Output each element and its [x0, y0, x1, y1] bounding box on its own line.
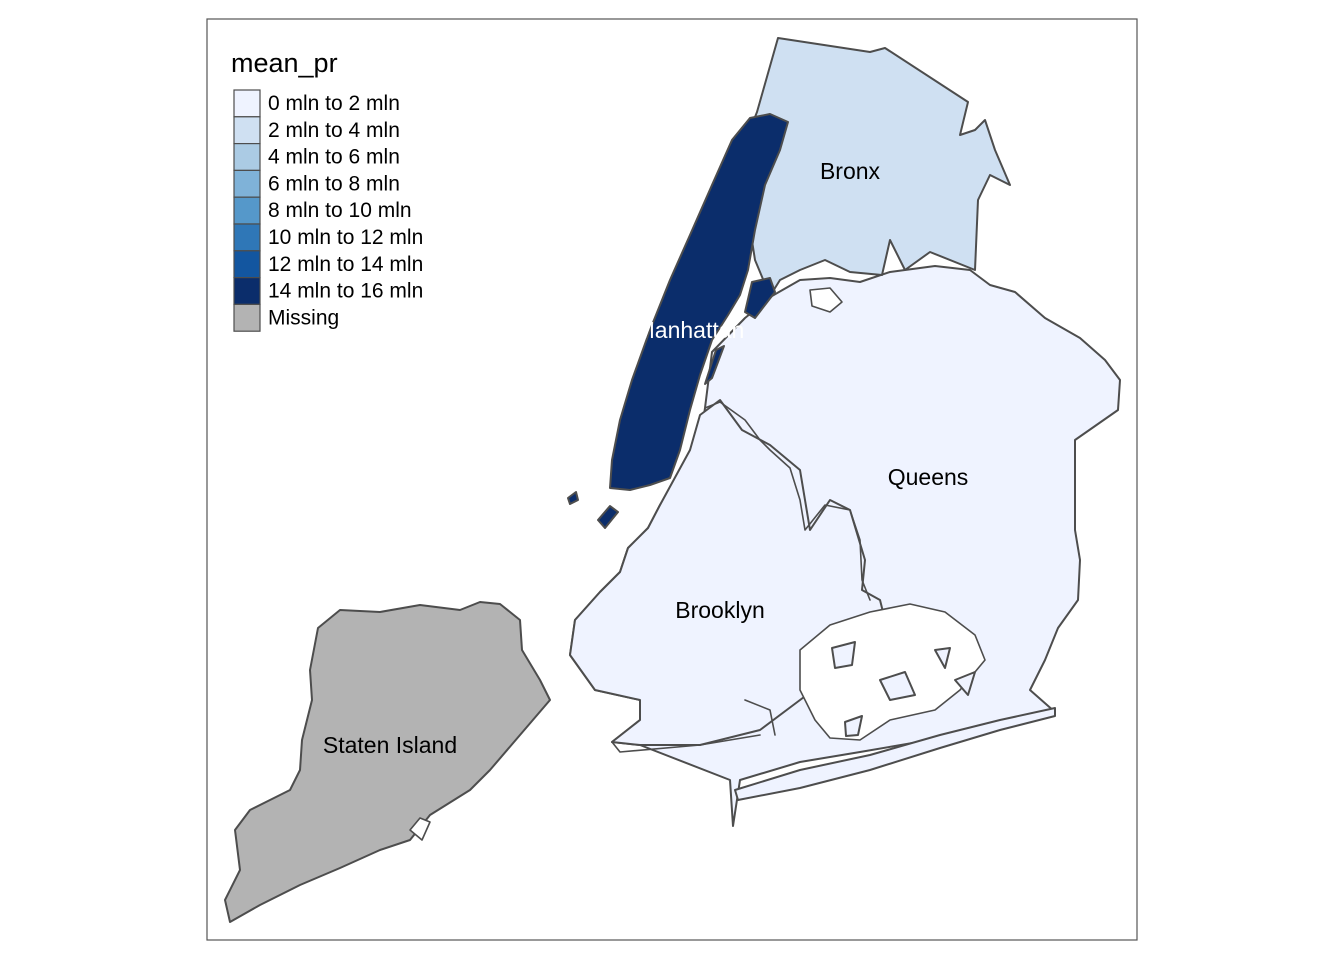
ellis-island [567, 491, 579, 505]
label-staten-island: Staten Island [323, 732, 457, 758]
label-manhattan: Manhattan [636, 317, 745, 343]
map-frame [206, 18, 1138, 941]
legend-swatch [233, 250, 261, 279]
bay-island [934, 647, 951, 669]
legend-swatch [233, 89, 261, 118]
governors-island [597, 505, 619, 529]
legend-label: 0 mln to 2 mln [268, 92, 400, 115]
borough-bronx [739, 37, 1011, 297]
rockaway-peninsula [734, 707, 1056, 801]
bay-island [954, 671, 976, 696]
borough-manhattan [609, 113, 789, 491]
staten-island-cove [409, 817, 431, 841]
legend-swatch [233, 143, 261, 172]
legend-label: 6 mln to 8 mln [268, 172, 400, 195]
randalls-island [744, 277, 776, 319]
legend-swatch [233, 169, 261, 198]
roosevelt-island [704, 345, 725, 385]
label-queens: Queens [888, 464, 969, 490]
legend: mean_pr 0 mln to 2 mln 2 mln to 4 mln 4 ml… [231, 48, 423, 332]
legend-label: 2 mln to 4 mln [268, 119, 400, 142]
shoreline [744, 699, 776, 736]
label-brooklyn: Brooklyn [675, 597, 764, 623]
legend-title: mean_pr [231, 48, 338, 78]
bay-island [831, 641, 856, 669]
bay-island [844, 715, 863, 737]
label-bronx: Bronx [820, 158, 881, 184]
legend-swatch [233, 277, 261, 306]
legend-swatch [233, 116, 261, 145]
legend-label: 10 mln to 12 mln [268, 226, 423, 249]
legend-label: 14 mln to 16 mln [268, 280, 423, 303]
borough-staten-island [224, 601, 551, 923]
legend-label: 12 mln to 14 mln [268, 253, 423, 276]
bronx-reservoir [809, 287, 843, 313]
legend-swatch [233, 196, 261, 225]
queens-brooklyn-boundary [704, 401, 871, 601]
legend-label: 4 mln to 6 mln [268, 146, 400, 169]
bay-island [879, 671, 916, 701]
legend-swatch [233, 223, 261, 252]
legend-items: 0 mln to 2 mln 2 mln to 4 mln 4 mln to 6 m… [233, 89, 423, 332]
legend-label: Missing [268, 306, 339, 329]
shoreline [611, 734, 761, 753]
legend-swatch [233, 303, 261, 332]
jamaica-bay [799, 603, 986, 741]
legend-label: 8 mln to 10 mln [268, 199, 412, 222]
